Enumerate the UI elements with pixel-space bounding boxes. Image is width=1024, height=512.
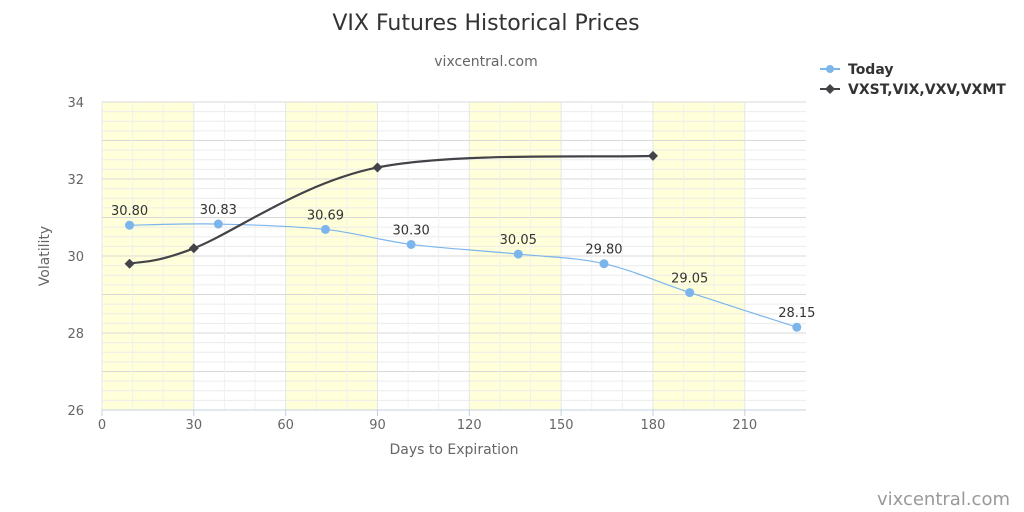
x-tick-label: 120 (457, 418, 482, 433)
x-tick-label: 30 (186, 418, 203, 433)
x-tick-label: 150 (549, 418, 574, 433)
data-label: 30.30 (393, 223, 430, 238)
legend-label-today: Today (848, 62, 893, 78)
y-tick-label: 34 (67, 96, 84, 111)
data-label: 28.15 (778, 306, 815, 321)
data-point-today[interactable] (125, 220, 135, 230)
chart-subtitle: vixcentral.com (434, 54, 537, 70)
data-label: 30.83 (200, 203, 237, 218)
axes (101, 409, 806, 416)
data-point-today[interactable] (792, 322, 802, 332)
data-labels: 30.80 30.83 30.69 30.30 30.05 29.80 29.05 28.15 (111, 203, 815, 321)
legend-marker-term-structure (825, 84, 835, 94)
legend[interactable]: Today VXST,VIX,VXV,VXMT (820, 62, 1006, 98)
data-point-term-structure[interactable] (647, 150, 658, 161)
y-axis-title: Volatility (37, 226, 53, 286)
series-line-today (129, 223, 798, 328)
legend-label-term-structure: VXST,VIX,VXV,VXMT (848, 82, 1006, 98)
y-tick-label: 26 (67, 404, 84, 419)
data-label: 29.80 (585, 243, 622, 258)
data-point-term-structure[interactable] (188, 243, 199, 254)
data-label: 30.69 (307, 208, 344, 223)
data-point-today[interactable] (320, 224, 330, 234)
legend-item-term-structure[interactable]: VXST,VIX,VXV,VXMT (820, 82, 1006, 98)
data-label: 29.05 (671, 272, 708, 287)
y-tick-label: 28 (67, 327, 84, 342)
data-point-today[interactable] (213, 219, 223, 229)
series-line-term-structure (129, 154, 654, 265)
data-point-term-structure[interactable] (372, 162, 383, 173)
credit-text[interactable]: vixcentral.com (877, 489, 1010, 510)
data-point-today[interactable] (513, 249, 523, 259)
data-point-today[interactable] (406, 239, 416, 249)
x-tick-label: 90 (369, 418, 386, 433)
data-point-today[interactable] (599, 259, 609, 269)
data-label: 30.05 (500, 233, 537, 248)
legend-item-today[interactable]: Today (820, 62, 893, 78)
y-tick-label: 30 (67, 250, 84, 265)
chart-title: VIX Futures Historical Prices (332, 11, 639, 36)
legend-marker-today (826, 65, 834, 73)
x-tick-label: 60 (277, 418, 294, 433)
series-group (124, 150, 802, 332)
x-tick-labels: 0 30 60 90 120 150 180 210 (98, 418, 757, 433)
x-tick-label: 0 (98, 418, 106, 433)
x-tick-label: 210 (732, 418, 757, 433)
data-point-today[interactable] (685, 288, 695, 298)
x-axis-title: Days to Expiration (390, 442, 519, 458)
y-tick-labels: 26 28 30 32 34 (67, 96, 84, 419)
data-point-term-structure[interactable] (124, 258, 135, 269)
x-tick-label: 180 (641, 418, 666, 433)
data-label: 30.80 (111, 204, 148, 219)
y-tick-label: 32 (67, 173, 84, 188)
